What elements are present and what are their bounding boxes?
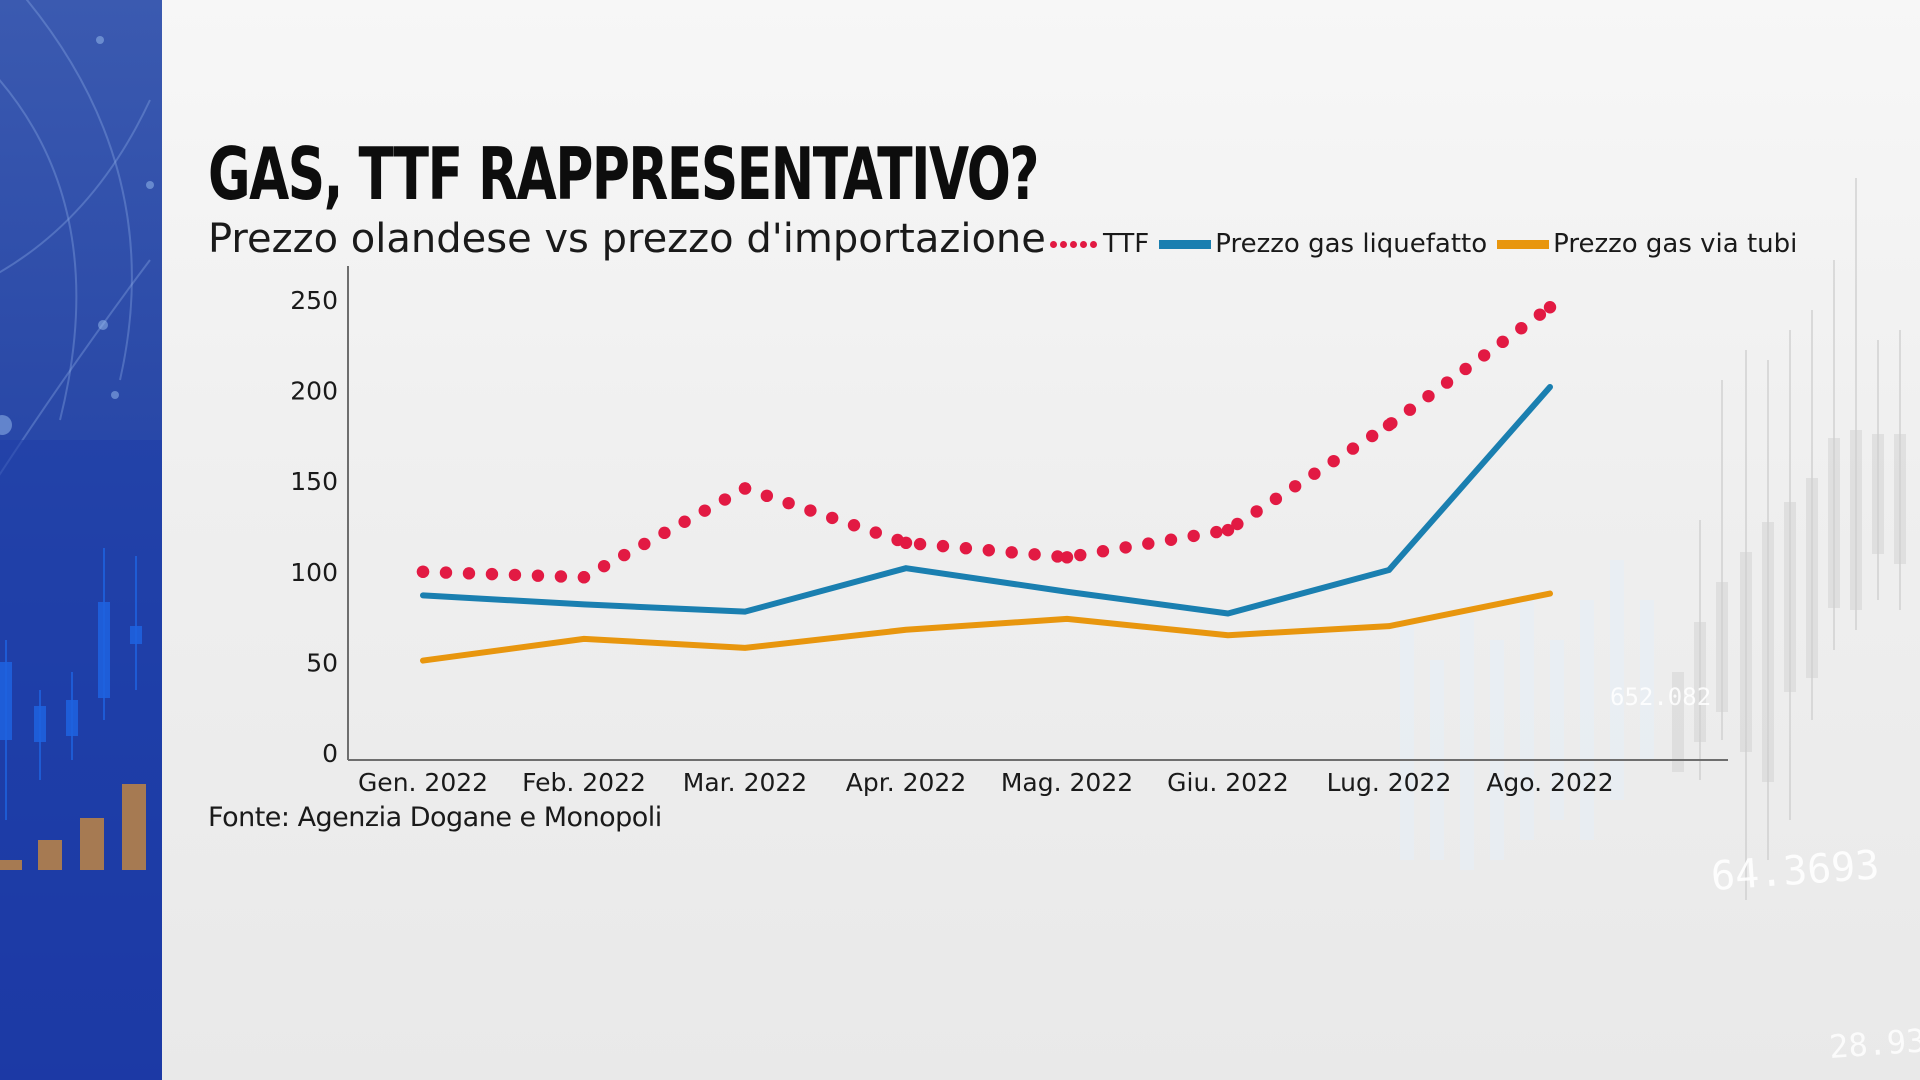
x-axis-ticks: Gen. 2022 Feb. 2022 Mar. 2022 Apr. 2022 Mag.… bbox=[358, 768, 1614, 797]
ttf-dot bbox=[1459, 362, 1472, 376]
x-tick-label: Feb. 2022 bbox=[522, 768, 646, 797]
ticker-text-1: 652.082 bbox=[1610, 683, 1711, 711]
y-tick-label: 50 bbox=[306, 648, 338, 677]
data-point bbox=[899, 536, 913, 550]
ttf-dot bbox=[658, 526, 671, 540]
x-tick-label: Giu. 2022 bbox=[1167, 768, 1289, 797]
ttf-dot bbox=[1142, 537, 1155, 550]
ttf-dot bbox=[1210, 525, 1223, 539]
ttf-dot bbox=[638, 537, 651, 551]
ttf-dot bbox=[936, 539, 950, 553]
ttf-dot bbox=[1005, 546, 1018, 559]
ttf-dot bbox=[1365, 429, 1379, 443]
ttf-dot bbox=[1477, 349, 1491, 362]
chart-subtitle: Prezzo olandese vs prezzo d'importazione bbox=[208, 216, 1046, 262]
ttf-dot bbox=[597, 559, 611, 573]
legend-item-tubi: Prezzo gas via tubi bbox=[1497, 229, 1797, 259]
x-tick-label: Ago. 2022 bbox=[1486, 768, 1613, 797]
legend-label-liquefatto: Prezzo gas liquefatto bbox=[1215, 229, 1488, 259]
ttf-dot bbox=[847, 519, 861, 532]
data-point bbox=[577, 571, 591, 584]
ttf-dot bbox=[1403, 403, 1417, 416]
source-note: Fonte: Agenzia Dogane e Monopoli bbox=[208, 802, 662, 833]
ttf-dot bbox=[1231, 517, 1244, 531]
series-1 bbox=[416, 301, 1557, 584]
ttf-dot bbox=[1187, 529, 1200, 543]
ttf-dot bbox=[760, 489, 774, 503]
left-brand-band bbox=[0, 0, 162, 1080]
data-point bbox=[1060, 551, 1074, 564]
ttf-dot bbox=[1288, 480, 1302, 493]
ttf-dot bbox=[531, 569, 545, 582]
ttf-dot bbox=[1119, 541, 1132, 554]
ttf-dot bbox=[485, 567, 499, 581]
ttf-dot bbox=[1346, 442, 1360, 455]
data-point bbox=[738, 482, 752, 495]
x-tick-label: Apr. 2022 bbox=[846, 768, 966, 797]
ttf-dot bbox=[554, 570, 568, 583]
ttf-dot bbox=[1096, 545, 1110, 558]
chart-series bbox=[416, 301, 1557, 664]
ttf-dot bbox=[678, 515, 691, 528]
chart-title: GAS, TTF RAPPRESENTATIVO? bbox=[208, 132, 1039, 216]
ticker-text-3: 28.93 bbox=[1828, 1021, 1920, 1066]
chart-axes bbox=[347, 266, 1728, 761]
ttf-dot bbox=[1327, 454, 1340, 468]
ttf-dot bbox=[1250, 505, 1263, 518]
legend-swatch-ttf bbox=[1050, 240, 1097, 248]
band-graphics bbox=[0, 0, 162, 1080]
data-point bbox=[1221, 523, 1235, 537]
ttf-dot bbox=[1074, 548, 1087, 562]
ttf-dot bbox=[1028, 548, 1041, 561]
y-tick-label: 100 bbox=[290, 558, 338, 587]
ttf-dot bbox=[1051, 550, 1064, 563]
ttf-dot bbox=[618, 548, 631, 562]
x-tick-label: Lug. 2022 bbox=[1327, 768, 1452, 797]
ttf-dot bbox=[869, 526, 882, 539]
data-point bbox=[1382, 418, 1396, 432]
data-point bbox=[416, 565, 430, 578]
y-tick-label: 0 bbox=[322, 739, 338, 768]
ttf-dot bbox=[1422, 389, 1435, 403]
legend-swatch-tubi bbox=[1497, 239, 1550, 249]
series-line bbox=[420, 590, 1553, 664]
ttf-dot bbox=[1515, 322, 1528, 335]
ttf-dot bbox=[1308, 467, 1321, 480]
series-line bbox=[420, 383, 1553, 617]
legend-label-tubi: Prezzo gas via tubi bbox=[1553, 229, 1798, 259]
ttf-dot bbox=[1269, 492, 1283, 506]
ttf-dot bbox=[959, 541, 973, 555]
ttf-dot bbox=[439, 566, 453, 579]
ttf-dot bbox=[913, 537, 927, 551]
ttf-dot bbox=[1440, 376, 1454, 389]
data-point bbox=[1543, 301, 1557, 314]
x-tick-label: Mag. 2022 bbox=[1001, 768, 1133, 797]
ttf-dot bbox=[1164, 533, 1178, 546]
ttf-dot bbox=[462, 567, 476, 580]
ttf-dot bbox=[1533, 308, 1547, 321]
x-tick-label: Gen. 2022 bbox=[358, 768, 488, 797]
ttf-dot bbox=[826, 511, 839, 525]
y-axis-ticks: 0 50 100 150 200 250 bbox=[290, 286, 338, 768]
legend-item-ttf: TTF bbox=[1050, 229, 1149, 259]
series-3 bbox=[420, 590, 1553, 664]
y-tick-label: 150 bbox=[290, 467, 338, 496]
y-tick-label: 200 bbox=[290, 377, 338, 406]
ttf-dot bbox=[804, 504, 817, 517]
ttf-dot bbox=[718, 493, 732, 506]
legend-item-liquefatto: Prezzo gas liquefatto bbox=[1159, 229, 1487, 259]
ttf-dot bbox=[698, 504, 711, 517]
legend-label-ttf: TTF bbox=[1103, 229, 1150, 259]
ttf-dot bbox=[508, 568, 522, 582]
ttf-dot bbox=[782, 496, 795, 510]
legend-swatch-liquefatto bbox=[1159, 239, 1212, 249]
x-tick-label: Mar. 2022 bbox=[683, 768, 807, 797]
ttf-dot bbox=[1496, 335, 1509, 349]
chart-legend: TTF Prezzo gas liquefatto Prezzo gas via… bbox=[1050, 224, 1807, 264]
series-2 bbox=[420, 383, 1553, 617]
ttf-dot bbox=[982, 544, 995, 557]
y-tick-label: 250 bbox=[290, 286, 338, 315]
